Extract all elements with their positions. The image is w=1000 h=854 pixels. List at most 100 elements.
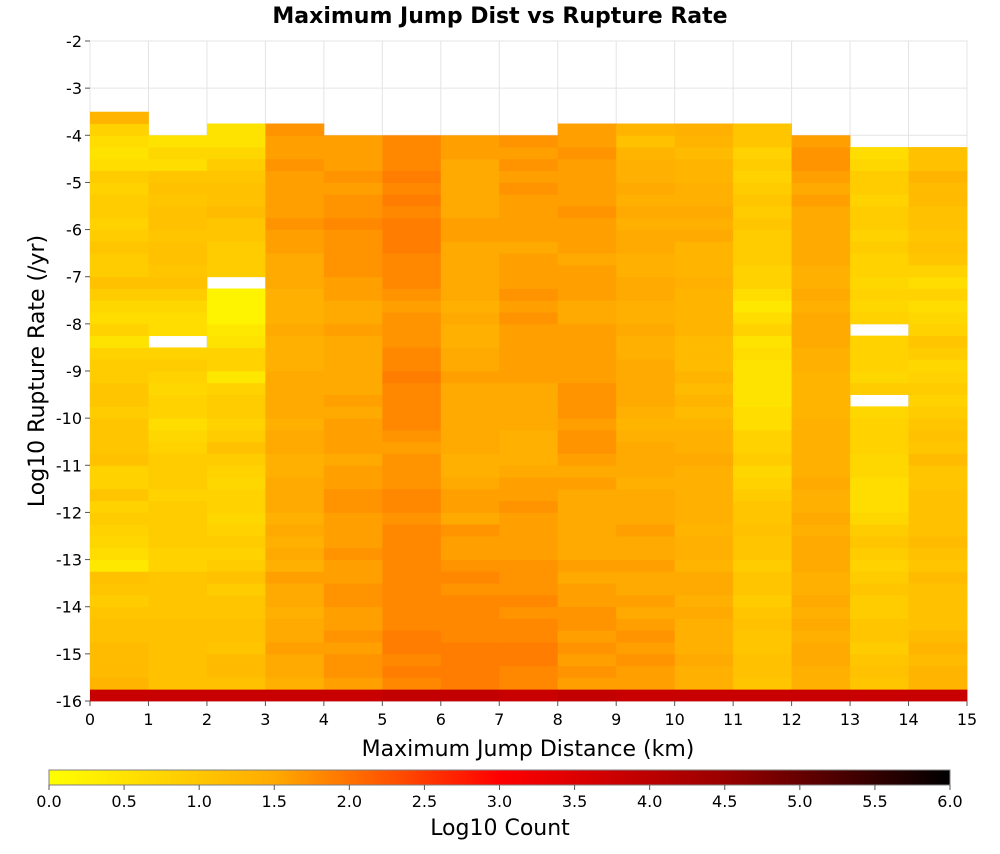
- heatmap-cell: [440, 594, 500, 608]
- heatmap-cell: [323, 288, 383, 301]
- heatmap-cell: [850, 571, 909, 584]
- heatmap-cell: [674, 465, 734, 478]
- heatmap-cell: [440, 429, 500, 443]
- heatmap-cell: [908, 300, 968, 313]
- heatmap-cell: [616, 229, 676, 242]
- heatmap-cell: [733, 276, 792, 289]
- heatmap-cell: [206, 500, 266, 513]
- heatmap-cell: [323, 500, 383, 513]
- heatmap-cell: [382, 524, 442, 537]
- heatmap-cell: [557, 418, 617, 431]
- heatmap-cell: [674, 524, 734, 537]
- heatmap-cell: [90, 630, 149, 643]
- y-tick-label: -16: [56, 692, 82, 711]
- heatmap-cell: [791, 182, 851, 195]
- heatmap-cell: [616, 300, 676, 313]
- heatmap-cell: [265, 288, 325, 301]
- heatmap-cell: [382, 347, 442, 360]
- heatmap-cell: [733, 642, 792, 655]
- heatmap-cell: [616, 371, 676, 384]
- heatmap-cell: [382, 135, 442, 148]
- heatmap-cell: [148, 677, 208, 690]
- heatmap-cell: [674, 594, 734, 608]
- heatmap-cell: [323, 182, 383, 195]
- heatmap-cell: [382, 606, 442, 619]
- heatmap-cell: [382, 465, 442, 478]
- heatmap-cell: [850, 429, 909, 443]
- heatmap-cell: [382, 642, 442, 655]
- heatmap-cell: [148, 594, 208, 608]
- heatmap-cell: [440, 547, 500, 560]
- heatmap-cell: [148, 241, 208, 254]
- heatmap-cell: [206, 406, 266, 419]
- heatmap-cell: [616, 477, 676, 490]
- heatmap-cell: [148, 689, 208, 702]
- heatmap-cell: [440, 194, 500, 207]
- heatmap-cell: [908, 418, 968, 431]
- heatmap-cell: [148, 429, 208, 443]
- heatmap-cell: [674, 158, 734, 172]
- heatmap-cell: [323, 406, 383, 419]
- heatmap-cell: [791, 347, 851, 360]
- heatmap-cell: [733, 253, 792, 266]
- heatmap-cell: [382, 477, 442, 490]
- heatmap-cell: [265, 300, 325, 313]
- heatmap-cell: [791, 642, 851, 655]
- heatmap-cell: [674, 194, 734, 207]
- heatmap-cell: [206, 335, 266, 348]
- heatmap-cell: [908, 689, 968, 702]
- heatmap-cell: [440, 512, 500, 525]
- heatmap-cell: [323, 217, 383, 230]
- heatmap-cell: [323, 512, 383, 525]
- heatmap-cell: [908, 347, 968, 360]
- heatmap-cell: [265, 583, 325, 596]
- heatmap-cell: [616, 158, 676, 172]
- heatmap-cell: [265, 512, 325, 525]
- heatmap-cell: [850, 229, 909, 242]
- heatmap-cell: [557, 653, 617, 667]
- heatmap-cell: [440, 394, 500, 407]
- heatmap-cell: [148, 194, 208, 207]
- heatmap-cell: [674, 335, 734, 348]
- heatmap-cell: [850, 618, 909, 631]
- heatmap-cell: [90, 488, 149, 502]
- heatmap-cell: [265, 347, 325, 360]
- heatmap-cell: [850, 182, 909, 195]
- heatmap-cell: [733, 477, 792, 490]
- heatmap-cell: [148, 441, 208, 454]
- heatmap-cell: [440, 241, 500, 254]
- y-tick-label: -14: [56, 598, 82, 617]
- colorbar-tick-label: 5.5: [862, 792, 887, 811]
- heatmap-cell: [850, 488, 909, 502]
- heatmap-cell: [265, 253, 325, 266]
- heatmap-cell: [148, 394, 208, 407]
- heatmap-cell: [908, 677, 968, 690]
- heatmap-cell: [674, 630, 734, 643]
- heatmap-cell: [440, 229, 500, 242]
- heatmap-cell: [791, 264, 851, 278]
- heatmap-cell: [382, 241, 442, 254]
- heatmap-cell: [557, 253, 617, 266]
- heatmap-cell: [616, 182, 676, 195]
- heatmap-cell: [616, 135, 676, 148]
- heatmap-cell: [90, 194, 149, 207]
- heatmap-cell: [206, 665, 266, 678]
- x-tick-label: 11: [723, 710, 743, 729]
- heatmap-cell: [90, 371, 149, 384]
- heatmap-cell: [206, 429, 266, 443]
- heatmap-cell: [90, 429, 149, 443]
- y-tick-label: -13: [56, 551, 82, 570]
- heatmap-cell: [323, 418, 383, 431]
- heatmap-cell: [265, 335, 325, 348]
- heatmap-cell: [733, 512, 792, 525]
- heatmap-cell: [850, 276, 909, 289]
- heatmap-cell: [265, 182, 325, 195]
- heatmap-cell: [440, 147, 500, 160]
- heatmap-cell: [382, 536, 442, 549]
- heatmap-cell: [908, 547, 968, 560]
- heatmap-cell: [791, 418, 851, 431]
- colorbar-ticks: 0.0 0.5 1.0 1.5 2.0 2.5 3.0 3.5 4.0 4.5 5.0 5.5 6.0: [36, 785, 963, 811]
- heatmap-cell: [733, 371, 792, 384]
- heatmap-cell: [557, 536, 617, 549]
